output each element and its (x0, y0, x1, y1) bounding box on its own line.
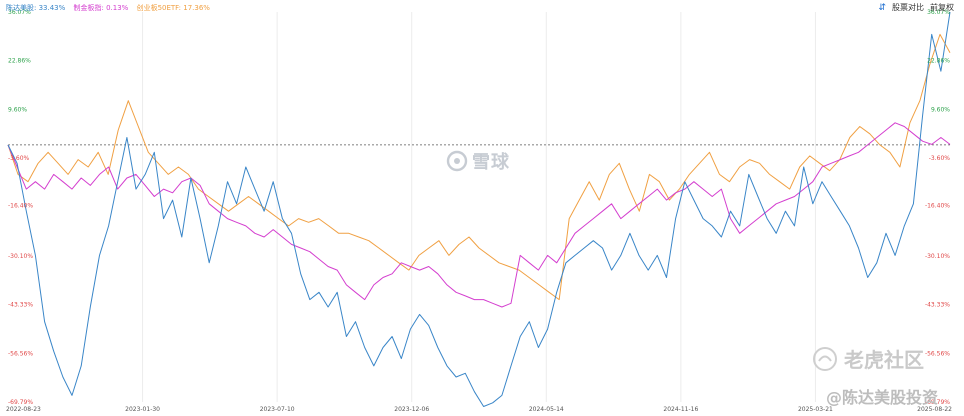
adjust-type-button[interactable]: 前复权 (930, 3, 954, 12)
grid (142, 12, 816, 402)
xueqiu-watermark-text: 雪球 (472, 152, 510, 173)
y-tick-label: 22.86% (8, 58, 31, 65)
series-line-3 (7, 33, 951, 301)
y-tick-label: -56.56% (8, 350, 33, 357)
y-tick-label-right: 22.86% (927, 58, 950, 65)
y-tick-label: -69.79% (8, 399, 33, 406)
y-tick-label: -30.10% (8, 253, 33, 260)
legend: 陈达美股: 33.43% 制金板指: 0.13% 创业板50ETF: 17.36… (6, 3, 216, 13)
y-tick-label-right: -43.33% (925, 302, 950, 309)
y-tick-label: -43.33% (8, 302, 33, 309)
y-tick-label-right: -16.40% (925, 202, 950, 209)
x-tick-labels: 2022-08-23 2023-01-30 2023-07-10 2023-12-06… (6, 406, 952, 413)
y-tick-label: 9.60% (8, 107, 27, 114)
series-line-2 (7, 122, 951, 308)
y-tick-label-right: -69.79% (925, 399, 950, 406)
tiger-watermark-text: 老虎社区 (844, 348, 924, 372)
x-tick-label: 2024-11-16 (663, 406, 698, 413)
snowball-logo-icon (446, 150, 468, 172)
y-tick-label: 36.07% (8, 9, 31, 16)
x-tick-label: 2022-08-23 (6, 406, 41, 413)
y-tick-label: -3.60% (8, 155, 30, 162)
xueqiu-watermark: 雪球 (446, 148, 510, 174)
series-lines (7, 11, 951, 407)
y-tick-label-right: -56.56% (925, 350, 950, 357)
legend-series-3: 创业板50ETF: 17.36% (136, 4, 210, 12)
x-tick-label: 2023-01-30 (125, 406, 160, 413)
stock-compare-button[interactable]: 股票对比 (892, 3, 924, 12)
chart-toolbar: ⇵ 股票对比 前复权 (878, 2, 954, 13)
tiger-logo-icon (813, 346, 837, 371)
x-tick-label: 2025-03-21 (798, 406, 833, 413)
y-tick-label: -16.40% (8, 202, 33, 209)
x-tick-label: 2023-07-10 (260, 406, 295, 413)
tiger-community-watermark: 老虎社区 (812, 344, 924, 373)
compare-arrow-icon: ⇵ (878, 2, 886, 13)
x-tick-label: 2025-08-22 (917, 406, 952, 413)
y-tick-label-right: 9.60% (931, 107, 950, 114)
legend-series-1: 陈达美股: 33.43% (6, 4, 66, 12)
y-tick-label-right: -30.10% (925, 253, 950, 260)
y-tick-label-right: 36.07% (927, 9, 950, 16)
author-watermark: @陈达美股投资 (826, 388, 939, 407)
y-tick-labels-left: 36.07% 22.86% 9.60% -3.60% -16.40% -30.10% -43… (8, 9, 33, 406)
y-tick-label-right: -3.60% (929, 155, 951, 162)
x-tick-label: 2023-12-06 (394, 406, 429, 413)
series-line-1 (7, 11, 951, 407)
legend-series-2: 制金板指: 0.13% (73, 4, 129, 12)
x-tick-label: 2024-05-14 (529, 406, 564, 413)
y-tick-labels-right: 36.07% 22.86% 9.60% -3.60% -16.40% -30.10% -43… (925, 9, 950, 406)
